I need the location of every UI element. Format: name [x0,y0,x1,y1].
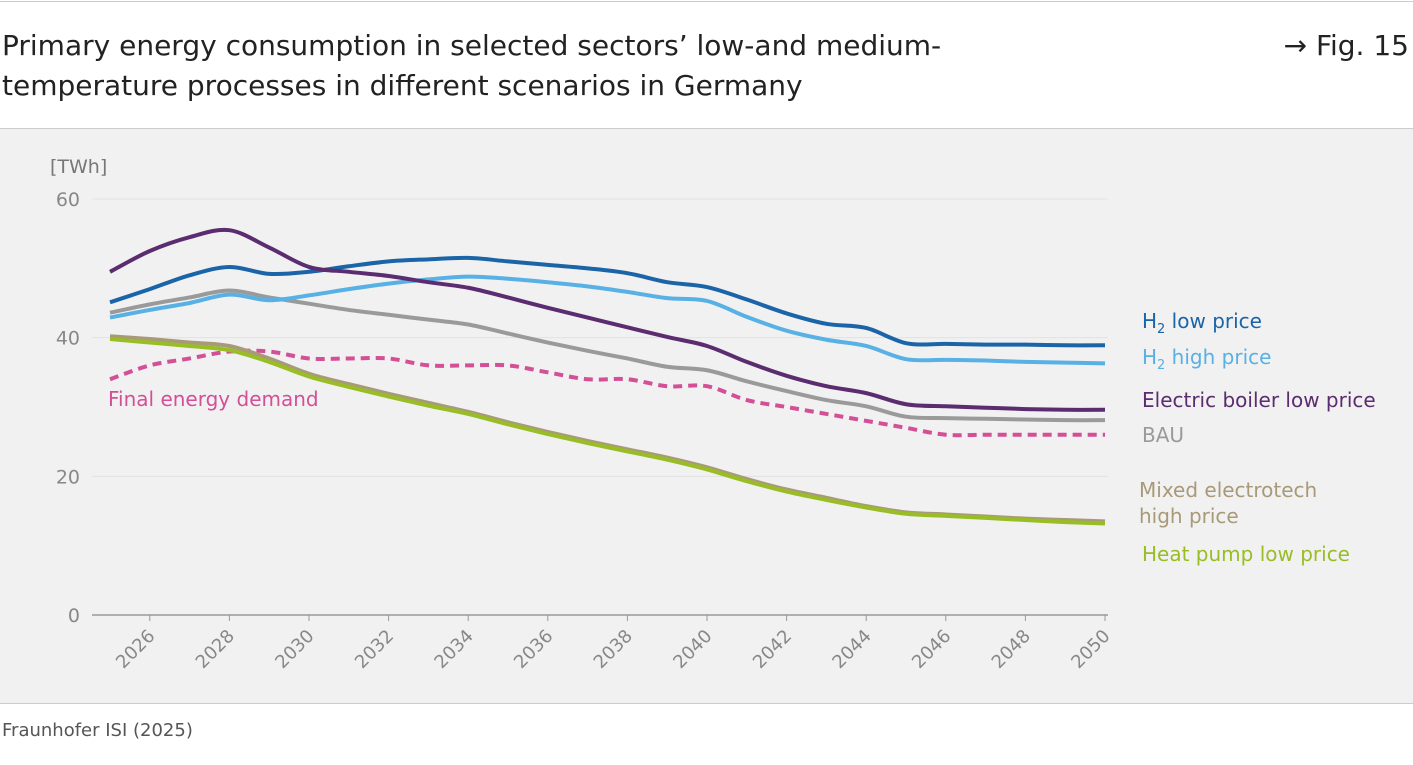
x-tick-label: 2040 [669,626,716,673]
series-line-heat-pump-low-price [109,337,1106,526]
x-tick-label: 2026 [112,626,159,673]
series-line-bau [109,288,1106,423]
x-tick-label: 2028 [192,626,239,673]
x-tick-label: 2048 [988,626,1035,673]
x-tick-label: 2050 [1067,626,1114,673]
series-line-final-energy-demand [109,348,1105,438]
series-label: Heat pump low price [1142,542,1350,566]
x-tick-label: 2034 [430,626,477,673]
chart-panel: [TWh] 0 20 40 60 2026 2028 2030 2032 2034 2036 203… [0,128,1413,704]
x-tick-label: 2046 [908,626,955,673]
source-note: Fraunhofer ISI (2025) [2,720,193,741]
x-tick-label: 2042 [749,626,796,673]
series-line-mixed-electrotech-high-price [109,334,1106,524]
series-label: BAU [1142,423,1184,447]
series-label: Electric boiler low price [1142,388,1376,412]
y-axis-label: [TWh] [50,156,107,178]
chart-title: Primary energy consumption in selected s… [2,29,942,102]
x-tick-label: 2030 [271,626,318,673]
x-tick-label: 2038 [590,626,637,673]
series-label: Final energy demand [108,387,319,411]
y-tick-label: 40 [56,328,80,350]
x-tick-label: 2036 [510,626,557,673]
series-line-h2-high-price [109,274,1106,366]
top-rule [0,1,1413,2]
series-line-electric-boiler-low-price [109,227,1106,412]
figure-reference: → Fig. 15 [1283,29,1409,62]
y-tick-label: 60 [56,189,80,211]
x-tick-label: 2044 [828,626,875,673]
y-tick-label: 20 [56,466,80,488]
y-tick-label: 0 [68,605,80,627]
series-label: Mixed electrotech high price [1139,478,1317,528]
series-line-h2-low-price [109,255,1106,348]
series-label: H2 high price [1142,345,1271,373]
x-tick-label: 2032 [351,626,398,673]
series-label: H2 low price [1142,309,1262,337]
